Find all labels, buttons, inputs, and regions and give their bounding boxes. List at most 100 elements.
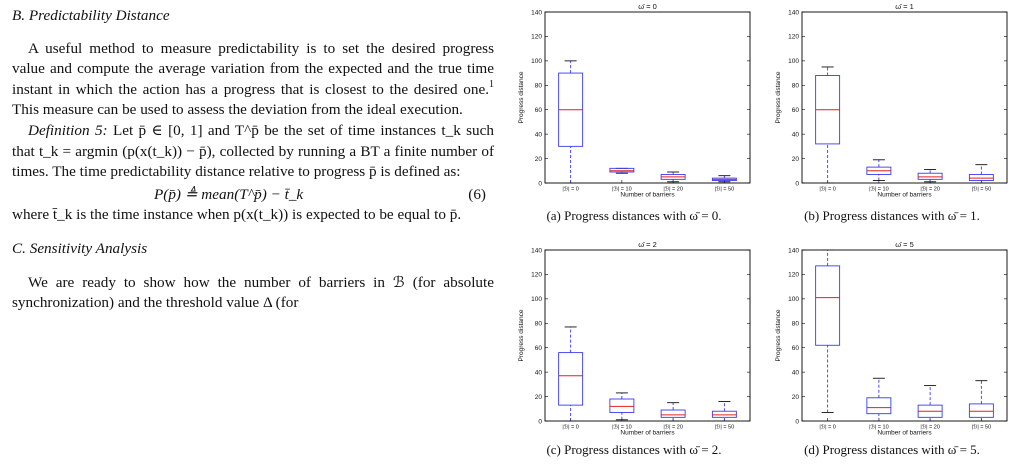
y-tick-label: 20: [792, 156, 800, 163]
box-iqr: [711, 410, 737, 418]
box-3: [968, 164, 994, 184]
x-axis-label: Number of barriers: [620, 192, 675, 199]
box-0: [558, 326, 584, 422]
box-2: [660, 402, 686, 422]
y-tick-label: 120: [531, 34, 542, 41]
box-2: [917, 385, 943, 422]
box-0: [558, 60, 584, 184]
y-axis-label: Progress distance: [518, 309, 525, 361]
x-tick-label: |ℬ| = 10: [612, 424, 632, 431]
boxplot-d: ω̄ = 5 0 20 40 60 80 100 120 140 Progress distanc…: [775, 240, 1008, 437]
plot-title: ω̄ = 5: [895, 240, 914, 249]
caption-a: (a) Progress distances with ω̄ = 0.: [546, 208, 722, 223]
y-axis-label: Progress distance: [775, 309, 782, 361]
x-tick-label: |ℬ| = 0: [562, 186, 579, 193]
caption-d: (d) Progress distances with ω̄ = 5.: [804, 442, 980, 457]
x-tick-label: |ℬ| = 10: [612, 186, 632, 193]
y-tick-label: 60: [792, 345, 800, 352]
box-iqr: [660, 409, 686, 418]
boxplot-a: ω̄ = 0 0 20 40 60 80 100 120 140 Progress distanc…: [518, 2, 751, 199]
y-tick-label: 60: [535, 345, 543, 352]
y-tick-label: 60: [535, 107, 543, 114]
box-iqr: [609, 167, 635, 173]
y-tick-label: 20: [535, 394, 543, 401]
box-0: [815, 66, 841, 184]
box-iqr: [968, 403, 994, 418]
subplot-d: ω̄ = 5 0 20 40 60 80 100 120 140 Progress distanc…: [762, 238, 1012, 437]
equation-body: P(p̄) ≜ mean(T^p̄) − t̄_k: [154, 185, 304, 203]
box-2: [660, 171, 686, 183]
plot-frame: [544, 249, 751, 422]
box-1: [866, 159, 892, 182]
y-tick-label: 80: [792, 321, 800, 328]
equation-6: P(p̄) ≜ mean(T^p̄) − t̄_k (6): [12, 185, 494, 206]
y-tick-label: 140: [531, 9, 542, 16]
x-tick-label: |ℬ| = 0: [819, 186, 836, 193]
box-3: [711, 175, 737, 183]
x-tick-label: |ℬ| = 50: [972, 186, 992, 193]
plot-title: ω̄ = 1: [895, 2, 914, 11]
paper-text-column: B. Predictability Distance A useful meth…: [12, 0, 494, 314]
y-tick-label: 40: [535, 369, 543, 376]
box-1: [609, 167, 635, 174]
box-2: [917, 169, 943, 183]
y-tick-label: 0: [795, 418, 799, 425]
y-axis-label: Progress distance: [518, 71, 525, 123]
subplot-b: ω̄ = 1 0 20 40 60 80 100 120 140 Progress distanc…: [762, 0, 1012, 199]
box-0: [815, 249, 841, 413]
plot-frame: [801, 249, 1008, 422]
paragraph-predictability: A useful method to measure predictabilit…: [12, 39, 494, 121]
y-tick-label: 100: [531, 58, 542, 65]
x-tick-label: |ℬ| = 0: [562, 424, 579, 431]
y-tick-label: 140: [788, 247, 799, 254]
y-tick-label: 0: [538, 418, 542, 425]
plot-title: ω̄ = 2: [638, 240, 657, 249]
y-tick-label: 60: [792, 107, 800, 114]
definition-5: Definition 5: Let p̄ ∈ [0, 1] and T^p̄ b…: [12, 121, 494, 183]
x-tick-label: |ℬ| = 20: [663, 186, 683, 193]
y-tick-label: 20: [535, 156, 543, 163]
y-tick-label: 120: [788, 272, 799, 279]
definition-label: Definition 5:: [28, 121, 108, 139]
x-tick-label: |ℬ| = 50: [715, 186, 735, 193]
y-tick-label: 80: [535, 83, 543, 90]
figure-panel: ω̄ = 0 0 20 40 60 80 100 120 140 Progress distanc…: [505, 0, 1019, 464]
y-tick-label: 100: [531, 296, 542, 303]
paragraph-predictability-body: A useful method to measure predictabilit…: [12, 39, 494, 98]
box-3: [968, 380, 994, 422]
paragraph-after-equation: where t̄_k is the time instance when p(x…: [12, 206, 462, 224]
plot-frame: [544, 11, 751, 184]
y-tick-label: 40: [792, 369, 800, 376]
x-axis-label: Number of barriers: [620, 430, 675, 437]
box-iqr: [968, 173, 994, 182]
section-heading-b: B. Predictability Distance: [12, 7, 170, 24]
y-tick-label: 80: [792, 83, 800, 90]
box-iqr: [815, 265, 841, 346]
box-1: [866, 377, 892, 422]
caption-b: (b) Progress distances with ω̄ = 1.: [804, 208, 980, 223]
x-tick-label: |ℬ| = 50: [715, 424, 735, 431]
y-tick-label: 120: [531, 272, 542, 279]
x-tick-label: |ℬ| = 0: [819, 424, 836, 431]
definition-text: Let p̄ ∈ [0, 1] and T^p̄ be the set of t…: [12, 121, 494, 181]
y-tick-label: 140: [531, 247, 542, 254]
y-tick-label: 20: [792, 394, 800, 401]
y-tick-label: 100: [788, 58, 799, 65]
x-tick-label: |ℬ| = 50: [972, 424, 992, 431]
x-tick-label: |ℬ| = 20: [920, 186, 940, 193]
x-axis-label: Number of barriers: [877, 192, 932, 199]
subplot-a: ω̄ = 0 0 20 40 60 80 100 120 140 Progress distanc…: [505, 0, 755, 199]
y-tick-label: 100: [788, 296, 799, 303]
box-1: [609, 392, 635, 421]
paragraph-predictability-tail: This measure can be used to assess the d…: [12, 101, 463, 119]
section-heading-c: C. Sensitivity Analysis: [12, 239, 148, 257]
plot-frame: [801, 11, 1008, 184]
footnote-marker: 1: [489, 78, 494, 90]
box-iqr: [558, 352, 584, 406]
y-tick-label: 120: [788, 34, 799, 41]
y-tick-label: 40: [792, 131, 800, 138]
boxplot-c: ω̄ = 2 0 20 40 60 80 100 120 140 Progress distanc…: [518, 240, 751, 437]
y-axis-label: Progress distance: [775, 71, 782, 123]
plot-title: ω̄ = 0: [638, 2, 657, 11]
y-tick-label: 0: [538, 180, 542, 187]
